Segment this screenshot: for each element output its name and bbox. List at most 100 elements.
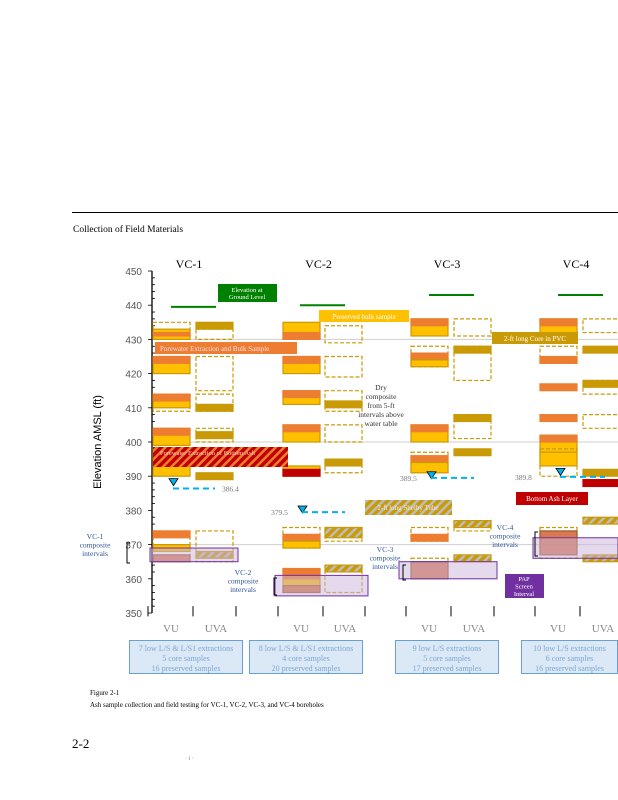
composite-label-line: intervals: [372, 562, 398, 571]
sample-interval: [282, 540, 321, 549]
composite-label: VC-4 composite intervals: [490, 523, 521, 549]
shelby-tube-callout: [365, 500, 452, 515]
callout-text: Ground Level: [229, 294, 265, 301]
sample-interval: [582, 468, 618, 477]
sample-interval: [410, 359, 449, 368]
dry-composite-note: intervals above: [358, 410, 404, 419]
callout-text: Porewater Extraction of Bottom Ash: [160, 450, 256, 457]
sample-interval: [582, 379, 618, 388]
dry-composite-note: Dry: [375, 383, 387, 392]
composite-interval: [532, 537, 618, 559]
summary-box-vc4: 10 low L/S extractions 6 core samples 16…: [521, 640, 618, 674]
composite-label-line: intervals: [230, 585, 256, 594]
bottom-ash-porewater-callout: [153, 447, 288, 467]
sample-interval: [453, 520, 492, 529]
composite-label-line: intervals: [492, 540, 518, 549]
callout-text: 2-ft long Shelby Tube: [377, 504, 438, 512]
footer-mark: · i ·: [185, 756, 194, 762]
composite-label: VC-2 composite intervals: [228, 568, 259, 594]
y-tick-label: 350: [125, 609, 142, 620]
sample-interval: [195, 355, 234, 392]
sample-interval: [539, 318, 578, 327]
dry-composite-note: composite: [366, 392, 397, 401]
y-tick-label: 440: [125, 301, 142, 312]
summary-line: 7 low L/S & L/S1 extractions: [138, 644, 234, 653]
composite-label-line: VC-3: [377, 545, 394, 554]
summary-line: 9 low L/S extractions: [412, 644, 482, 653]
water-level-label: 389.8: [515, 473, 532, 482]
sample-interval: [152, 427, 191, 436]
callout-text: Interval: [514, 591, 534, 598]
borehole-title: VC-4: [563, 257, 590, 271]
y-tick-label: 360: [125, 575, 142, 586]
sample-interval: [539, 414, 578, 423]
sample-interval: [324, 400, 363, 409]
sample-interval: [453, 414, 492, 423]
sample-interval: [282, 390, 321, 399]
summary-box-vc3: 9 low L/S extractions 5 core samples 17 …: [395, 640, 499, 674]
sample-interval: [410, 318, 449, 327]
header-rule: [72, 212, 618, 213]
column-label-vu: VU: [550, 623, 566, 635]
sample-interval: [410, 424, 449, 433]
sample-interval: [324, 424, 363, 443]
y-tick-label: 390: [125, 472, 142, 483]
sample-interval: [152, 530, 191, 539]
sample-interval: [582, 318, 618, 334]
summary-line: 16 preserved samples: [151, 664, 221, 673]
column-label-vu: VU: [293, 623, 309, 635]
sample-interval: [582, 345, 618, 354]
summary-line: 5 core samples: [162, 654, 210, 663]
composite-label-line: intervals: [82, 549, 108, 558]
y-axis-title: Elevation AMSL (ft): [92, 395, 104, 489]
water-level-icon: [426, 471, 437, 480]
preserved-callout: [319, 310, 409, 322]
sample-interval: [282, 424, 321, 433]
summary-line: 20 preserved samples: [271, 664, 341, 673]
water-level-label: 379.5: [271, 508, 288, 517]
column-label-vu: VU: [163, 623, 179, 635]
pap-screen-callout: [505, 574, 544, 598]
composite-label-line: composite: [228, 577, 259, 586]
bracket: [402, 564, 406, 581]
sample-interval: [282, 533, 321, 542]
sample-interval: [195, 321, 234, 330]
sample-interval: [152, 393, 191, 402]
sample-interval: [324, 325, 363, 344]
sample-interval: [195, 431, 234, 440]
column-label-uva: UVA: [334, 623, 356, 635]
callout-text: 2-ft long Core in PVC: [504, 335, 567, 343]
sample-interval: [195, 472, 234, 481]
sample-interval: [453, 345, 492, 354]
water-level-icon: [168, 478, 179, 487]
porewater-bulk-callout: [155, 342, 297, 354]
water-level-label: 386.4: [222, 485, 239, 494]
borehole-title: VC-1: [176, 257, 203, 271]
composite-label-line: VC-1: [87, 532, 104, 541]
figure-label: Figure 2-1: [90, 689, 120, 697]
y-tick-label: 450: [125, 267, 142, 278]
bracket: [534, 531, 538, 557]
sample-interval: [410, 533, 449, 542]
sample-interval: [453, 448, 492, 457]
sample-interval: [282, 355, 321, 364]
callout-text: Elevation at: [231, 287, 262, 294]
composite-label: VC-1 composite intervals: [80, 532, 111, 558]
y-tick-label: 420: [125, 370, 142, 381]
column-label-uva: UVA: [205, 623, 227, 635]
callout-text: Preserved bulk sample: [332, 313, 395, 321]
sample-interval: [282, 468, 321, 477]
sample-interval: [582, 479, 618, 488]
summary-line: 6 core samples: [545, 654, 594, 663]
callout-text: PAP: [518, 576, 530, 583]
y-tick-label: 410: [125, 404, 142, 415]
composite-label-line: VC-2: [235, 568, 252, 577]
sample-interval: [324, 355, 363, 378]
y-tick-label: 400: [125, 438, 142, 449]
sample-interval: [539, 451, 578, 467]
pvc-callout: [492, 332, 578, 344]
borehole-title: VC-2: [305, 257, 332, 271]
sample-interval: [410, 461, 449, 474]
sample-interval: [324, 458, 363, 467]
